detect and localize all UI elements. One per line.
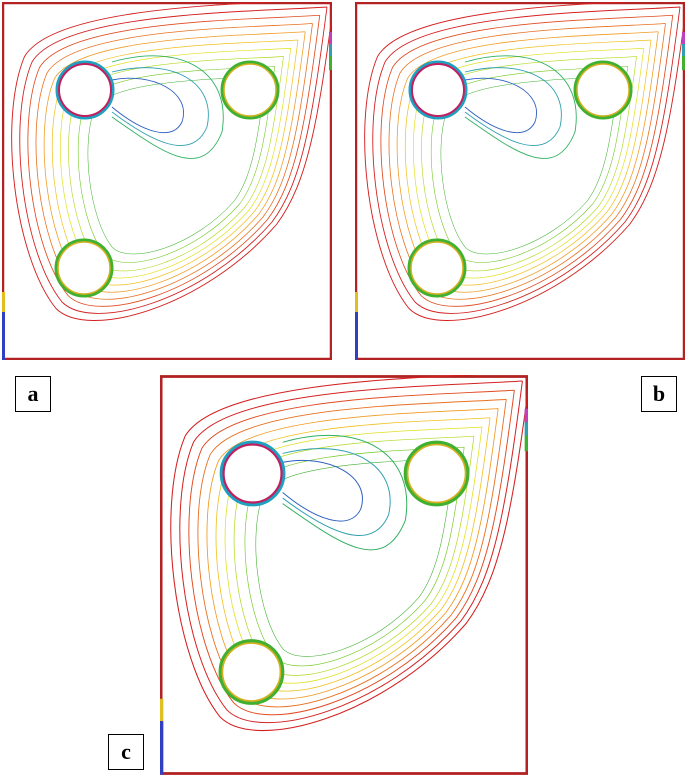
panel-label: b bbox=[641, 376, 677, 412]
panel-c bbox=[160, 372, 531, 775]
panel-b bbox=[355, 0, 685, 360]
panel-label: a bbox=[15, 376, 51, 412]
panel-label: c bbox=[108, 734, 144, 770]
panel-a bbox=[2, 0, 334, 360]
